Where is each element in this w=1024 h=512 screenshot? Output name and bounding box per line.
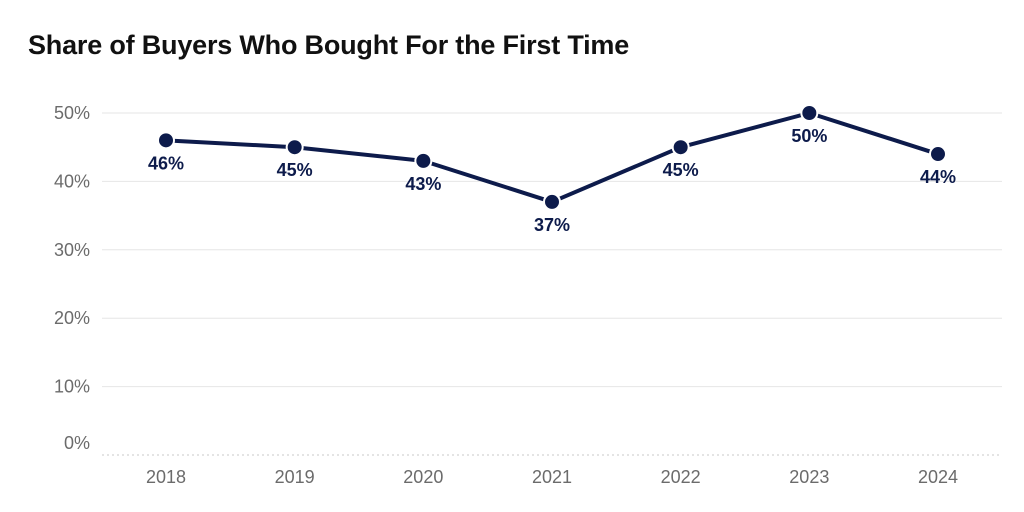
y-tick-label: 10% [54, 377, 90, 397]
y-tick-label: 30% [54, 240, 90, 260]
data-point [414, 151, 433, 170]
data-label: 50% [791, 126, 827, 146]
data-label: 44% [920, 167, 956, 187]
y-axis-ticks: 0% 10% 20% 30% 40% 50% [54, 103, 90, 453]
x-axis-ticks: 2018 2019 2020 2021 2022 2023 2024 [146, 467, 958, 487]
data-point [543, 192, 561, 211]
y-tick-label: 0% [64, 433, 90, 453]
data-point [800, 104, 819, 122]
x-tick-label: 2021 [532, 467, 572, 487]
y-tick-label: 50% [54, 103, 90, 123]
x-tick-label: 2020 [403, 467, 443, 487]
data-point [671, 138, 690, 157]
data-labels: 46% 45% 43% 37% 45% 50% 44% [148, 126, 956, 235]
x-tick-label: 2022 [661, 467, 701, 487]
data-label: 45% [277, 160, 313, 180]
data-point [157, 131, 175, 150]
x-tick-label: 2024 [918, 467, 958, 487]
y-tick-label: 20% [54, 308, 90, 328]
y-tick-label: 40% [54, 171, 90, 191]
data-label: 45% [663, 160, 699, 180]
data-label: 37% [534, 215, 570, 235]
data-points [157, 104, 947, 211]
data-point [285, 138, 304, 157]
data-label: 43% [405, 174, 441, 194]
x-tick-label: 2023 [789, 467, 829, 487]
chart-title: Share of Buyers Who Bought For the First… [28, 30, 630, 60]
x-tick-label: 2018 [146, 467, 186, 487]
gridlines [102, 112, 1002, 456]
data-label: 46% [148, 153, 184, 173]
x-tick-label: 2019 [275, 467, 315, 487]
data-point [929, 145, 947, 164]
